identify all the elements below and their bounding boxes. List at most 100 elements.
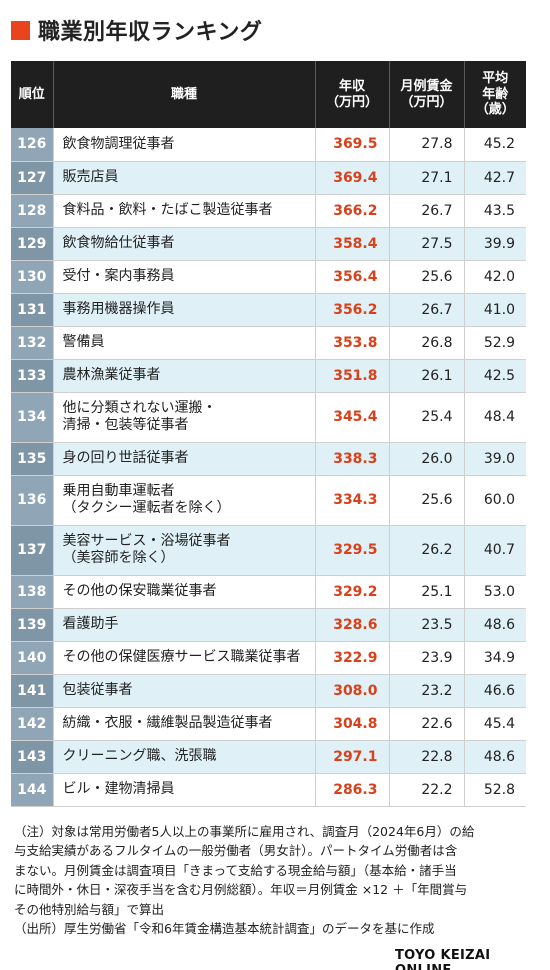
- rank-cell: 128: [11, 194, 54, 228]
- average-age-cell: 34.9: [464, 641, 526, 675]
- average-age-cell: 42.7: [464, 161, 526, 195]
- rank-cell: 126: [11, 128, 54, 162]
- average-age-cell: 39.0: [464, 442, 526, 476]
- note-line: 与支給実績があるフルタイムの一般労働者（男女計）。パートタイム労働者は含: [14, 843, 458, 859]
- monthly-wage-cell: 25.6: [389, 475, 465, 526]
- job-cell: 受付・案内事務員: [53, 260, 316, 294]
- job-name-line: 事務用機器操作員: [62, 300, 175, 317]
- job-name-line: 販売店員: [62, 168, 119, 185]
- job-name-line: 包装従事者: [62, 681, 133, 698]
- rank-cell: 142: [11, 707, 54, 741]
- average-age-cell: 40.7: [464, 525, 526, 576]
- rank-cell: 139: [11, 608, 54, 642]
- table-header-row: 順位 職種 年収 （万円） 月例賃金 （万円） 平均 年齢 （歳）: [11, 61, 526, 128]
- job-cell: 飲食物調理従事者: [53, 128, 316, 162]
- job-cell: 事務用機器操作員: [53, 293, 316, 327]
- note-line: に時間外・休日・深夜手当を含む月例総額）。年収＝月例賃金 ×12 ＋「年間賞与: [14, 882, 468, 898]
- note-line: まない。月例賃金は調査項目「きまって支給する現金給与額」（基本給・諸手当: [14, 862, 457, 878]
- job-cell: クリーニング職、洗張職: [53, 740, 316, 774]
- table-row: 144 ビル・建物清掃員 286.3 22.2 52.8: [11, 773, 526, 807]
- table-row: 129 飲食物給仕従事者 358.4 27.5 39.9: [11, 227, 526, 261]
- income-cell: 356.4: [315, 260, 390, 294]
- note-line: （注）対象は常用労働者5人以上の事業所に雇用され、調査月（2024年6月）の給: [14, 824, 475, 839]
- job-cell: 紡織・衣服・繊維製品製造従事者: [53, 707, 316, 741]
- monthly-wage-cell: 22.2: [389, 773, 465, 807]
- average-age-cell: 48.6: [464, 608, 526, 642]
- table-row: 133 農林漁業従事者 351.8 26.1 42.5: [11, 359, 526, 393]
- monthly-wage-cell: 26.7: [389, 194, 465, 228]
- average-age-cell: 41.0: [464, 293, 526, 327]
- table-row: 142 紡織・衣服・繊維製品製造従事者 304.8 22.6 45.4: [11, 707, 526, 741]
- table-row: 137 美容サービス・浴場従事者 （美容師を除く） 329.5 26.2 40.7: [11, 525, 526, 576]
- header-income: 年収 （万円）: [315, 61, 390, 128]
- income-cell: 334.3: [315, 475, 390, 526]
- table-body: 126 飲食物調理従事者 369.5 27.8 45.2 127 販売店員 369.4 27.1…: [11, 128, 526, 807]
- job-cell: 乗用自動車運転者 （タクシー運転者を除く）: [53, 475, 316, 526]
- job-cell: 食料品・飲料・たばこ製造従事者: [53, 194, 316, 228]
- header-rank: 順位: [11, 61, 54, 128]
- job-name-line: （タクシー運転者を除く）: [62, 500, 231, 516]
- income-cell: 297.1: [315, 740, 390, 774]
- income-cell: 286.3: [315, 773, 390, 807]
- job-name-line: その他の保健医療サービス職業従事者: [62, 648, 301, 665]
- notes: （注）対象は常用労働者5人以上の事業所に雇用され、調査月（2024年6月）の給 …: [14, 822, 540, 938]
- income-cell: 328.6: [315, 608, 390, 642]
- job-name-line: （美容師を除く）: [62, 550, 175, 566]
- average-age-cell: 60.0: [464, 475, 526, 526]
- rank-cell: 138: [11, 575, 54, 609]
- job-cell: 美容サービス・浴場従事者 （美容師を除く）: [53, 525, 316, 576]
- income-cell: 351.8: [315, 359, 390, 393]
- ranking-table: 順位 職種 年収 （万円） 月例賃金 （万円） 平均 年齢 （歳） 126 飲食物調理従事…: [11, 61, 526, 807]
- average-age-cell: 52.9: [464, 326, 526, 360]
- monthly-wage-cell: 26.0: [389, 442, 465, 476]
- rank-cell: 134: [11, 392, 54, 443]
- job-name-line: 身の回り世話従事者: [62, 449, 189, 466]
- income-cell: 369.5: [315, 128, 390, 162]
- rank-cell: 144: [11, 773, 54, 807]
- rank-cell: 137: [11, 525, 54, 576]
- rank-cell: 133: [11, 359, 54, 393]
- job-name-line: 他に分類されない運搬・: [62, 399, 217, 416]
- job-name-line: 食料品・飲料・たばこ製造従事者: [62, 201, 273, 218]
- average-age-cell: 42.5: [464, 359, 526, 393]
- monthly-wage-cell: 23.2: [389, 674, 465, 708]
- monthly-wage-cell: 22.6: [389, 707, 465, 741]
- table-row: 143 クリーニング職、洗張職 297.1 22.8 48.6: [11, 740, 526, 774]
- table-row: 126 飲食物調理従事者 369.5 27.8 45.2: [11, 128, 526, 162]
- rank-cell: 129: [11, 227, 54, 261]
- monthly-wage-cell: 26.2: [389, 525, 465, 576]
- table-row: 127 販売店員 369.4 27.1 42.7: [11, 161, 526, 195]
- job-name-line: 看護助手: [62, 615, 119, 632]
- table-row: 131 事務用機器操作員 356.2 26.7 41.0: [11, 293, 526, 327]
- rank-cell: 130: [11, 260, 54, 294]
- job-name-line: 受付・案内事務員: [62, 267, 175, 284]
- monthly-wage-cell: 26.8: [389, 326, 465, 360]
- table-row: 132 警備員 353.8 26.8 52.9: [11, 326, 526, 360]
- monthly-wage-cell: 22.8: [389, 740, 465, 774]
- monthly-wage-cell: 26.7: [389, 293, 465, 327]
- job-name-line: 清掃・包装等従事者: [62, 417, 189, 433]
- monthly-wage-cell: 27.1: [389, 161, 465, 195]
- rank-cell: 132: [11, 326, 54, 360]
- average-age-cell: 43.5: [464, 194, 526, 228]
- job-cell: その他の保健医療サービス職業従事者: [53, 641, 316, 675]
- job-cell: 他に分類されない運搬・ 清掃・包装等従事者: [53, 392, 316, 443]
- table-row: 130 受付・案内事務員 356.4 25.6 42.0: [11, 260, 526, 294]
- job-cell: 包装従事者: [53, 674, 316, 708]
- average-age-cell: 48.4: [464, 392, 526, 443]
- job-cell: 警備員: [53, 326, 316, 360]
- header-average-age: 平均 年齢 （歳）: [464, 61, 526, 128]
- header-job: 職種: [53, 61, 316, 128]
- income-cell: 304.8: [315, 707, 390, 741]
- average-age-cell: 39.9: [464, 227, 526, 261]
- income-cell: 356.2: [315, 293, 390, 327]
- source-line: （出所）厚生労働省「令和6年賃金構造基本統計調査」のデータを基に作成: [14, 921, 435, 937]
- average-age-cell: 46.6: [464, 674, 526, 708]
- average-age-cell: 52.8: [464, 773, 526, 807]
- income-cell: 366.2: [315, 194, 390, 228]
- monthly-wage-cell: 27.5: [389, 227, 465, 261]
- table-row: 135 身の回り世話従事者 338.3 26.0 39.0: [11, 442, 526, 476]
- job-cell: 農林漁業従事者: [53, 359, 316, 393]
- monthly-wage-cell: 23.9: [389, 641, 465, 675]
- table-row: 136 乗用自動車運転者 （タクシー運転者を除く） 334.3 25.6 60.0: [11, 475, 526, 526]
